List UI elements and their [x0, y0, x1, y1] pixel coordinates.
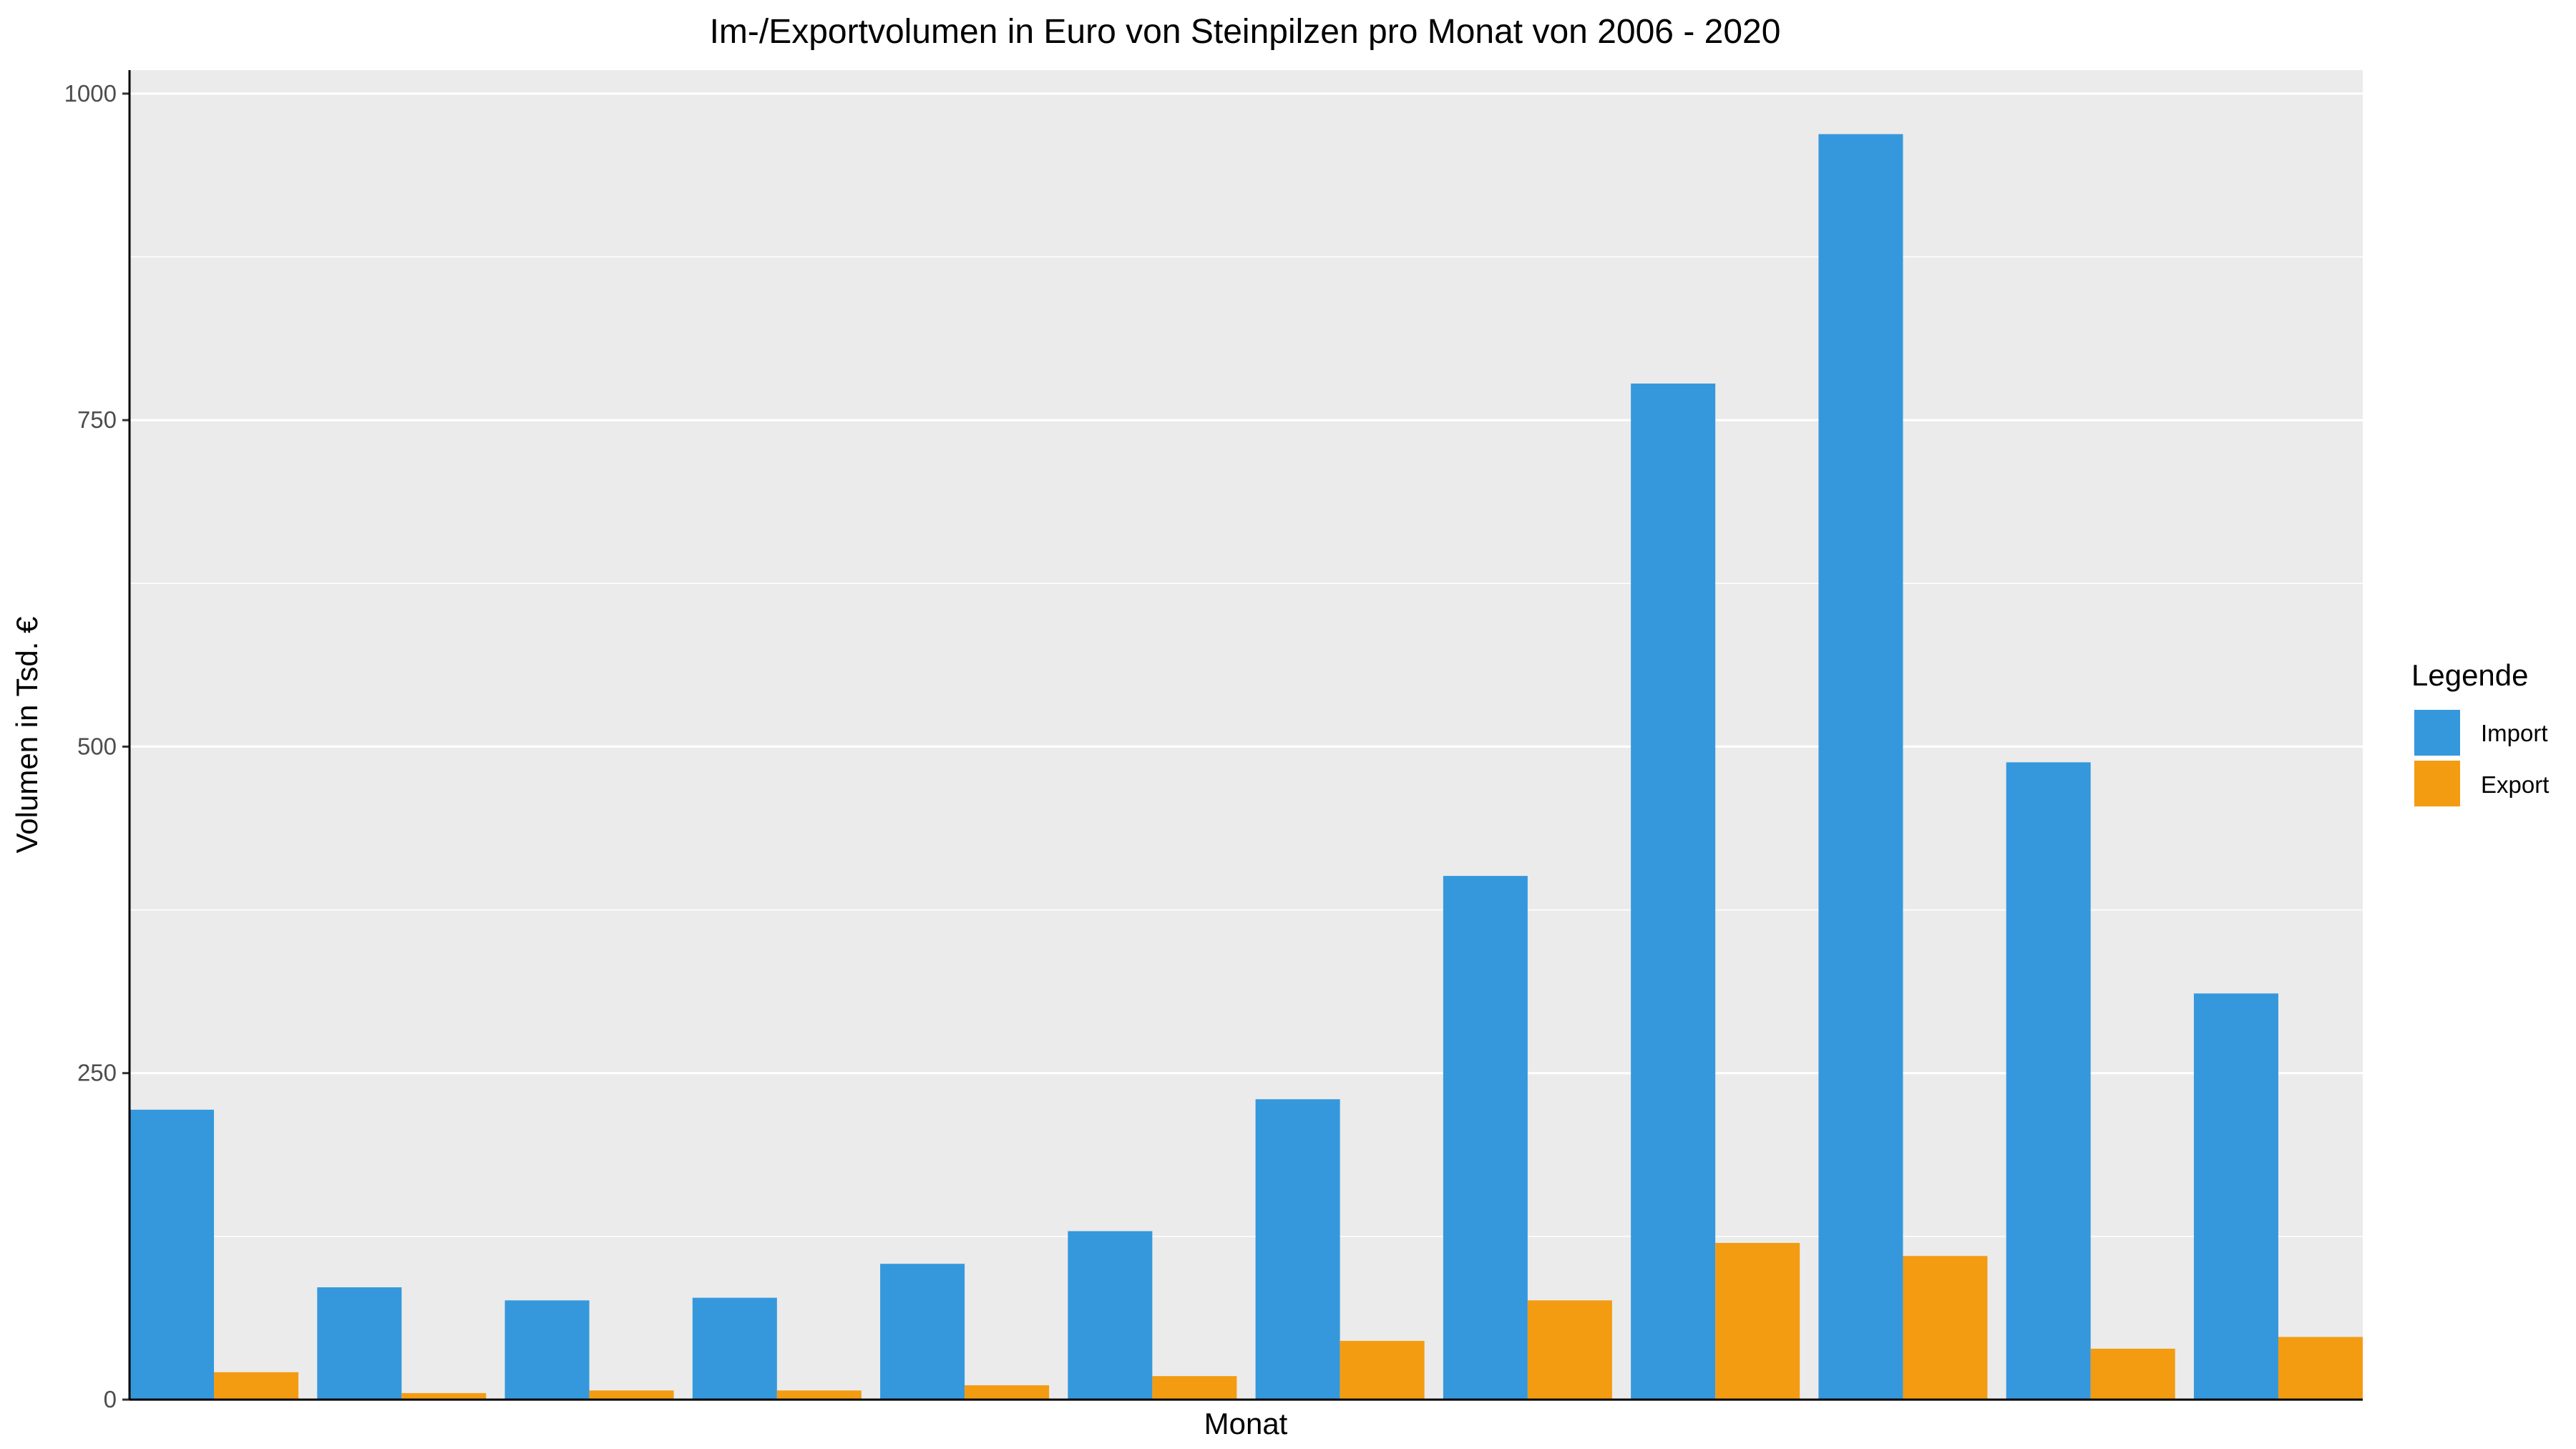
legend-label-import: Import: [2481, 720, 2548, 746]
legend-title: Legende: [2411, 658, 2529, 692]
bar-import: [692, 1297, 777, 1400]
bar-export: [965, 1385, 1050, 1400]
y-tick-label: 250: [77, 1060, 117, 1086]
bar-import: [1068, 1231, 1153, 1400]
bar-export: [214, 1372, 299, 1400]
bar-import: [317, 1287, 402, 1400]
bar-export: [1715, 1242, 1800, 1400]
bar-export: [1340, 1340, 1425, 1400]
bar-export: [2278, 1337, 2363, 1400]
legend-label-export: Export: [2481, 771, 2549, 798]
bar-import: [1443, 876, 1528, 1400]
bar-import: [2193, 993, 2278, 1400]
plot-panel: [130, 70, 2363, 1400]
y-tick-label: 0: [104, 1386, 117, 1413]
y-tick-label: 1000: [64, 80, 117, 107]
bar-export: [589, 1390, 674, 1400]
x-axis-title: Monat: [1204, 1407, 1288, 1440]
y-axis-ticks: 0 250 500 750 1000: [64, 80, 130, 1413]
bar-import: [880, 1264, 965, 1400]
legend-key-import: [2414, 710, 2460, 756]
bar-export: [1527, 1300, 1612, 1400]
bar-export: [2090, 1348, 2175, 1400]
bar-export: [401, 1392, 487, 1400]
bar-import: [1818, 134, 1903, 1400]
legend: Legende Import Export: [2411, 658, 2549, 806]
bar-export: [1903, 1256, 1988, 1400]
y-tick-label: 500: [77, 733, 117, 759]
y-axis-title: Volumen in Tsd. €: [10, 617, 44, 854]
bar-import: [2006, 762, 2091, 1400]
y-tick-label: 750: [77, 406, 117, 433]
chart-title: Im-/Exportvolumen in Euro von Steinpilze…: [710, 13, 1781, 51]
bar-import: [504, 1300, 590, 1400]
bars: [130, 134, 2363, 1400]
bar-import: [130, 1109, 215, 1400]
bar-import: [1255, 1099, 1340, 1400]
bar-import: [1631, 384, 1716, 1400]
bar-export: [776, 1390, 862, 1400]
legend-key-export: [2414, 761, 2460, 806]
bar-export: [1152, 1376, 1237, 1400]
